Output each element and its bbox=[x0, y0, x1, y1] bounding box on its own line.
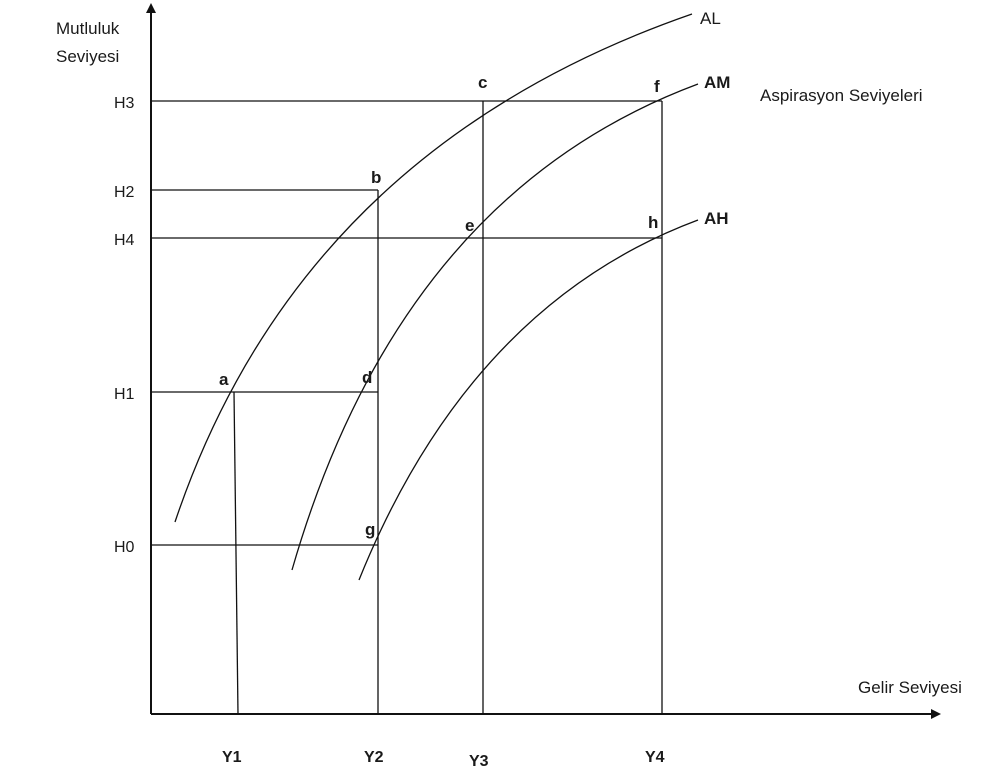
curve-label-ah: AH bbox=[704, 209, 729, 228]
x-tick-y3: Y3 bbox=[469, 753, 489, 770]
point-label-e: e bbox=[465, 216, 474, 235]
y-tick-h2: H2 bbox=[114, 184, 135, 201]
x-axis-title: Gelir Seviyesi bbox=[858, 678, 962, 697]
y-axis-title-line2: Seviyesi bbox=[56, 47, 119, 66]
point-label-c: c bbox=[478, 73, 487, 92]
point-label-f: f bbox=[654, 77, 660, 96]
point-label-h: h bbox=[648, 213, 658, 232]
x-tick-y1: Y1 bbox=[222, 749, 242, 766]
point-label-g: g bbox=[365, 520, 375, 539]
y-axis-title-line1: Mutluluk bbox=[56, 19, 120, 38]
x-tick-y2: Y2 bbox=[364, 749, 384, 766]
point-label-b: b bbox=[371, 168, 381, 187]
y-tick-h4: H4 bbox=[114, 232, 135, 249]
guide-y1 bbox=[233, 391, 239, 715]
curve-label-am: AM bbox=[704, 73, 730, 92]
y-tick-h1: H1 bbox=[114, 386, 135, 403]
point-label-a: a bbox=[219, 370, 229, 389]
curve-am bbox=[291, 83, 699, 571]
curve-ah bbox=[358, 219, 699, 581]
y-tick-h3: H3 bbox=[114, 95, 135, 112]
curve-al bbox=[174, 13, 693, 523]
x-tick-y4: Y4 bbox=[645, 749, 665, 766]
curve-label-al: AL bbox=[700, 9, 721, 28]
curves-group-label: Aspirasyon Seviyeleri bbox=[760, 86, 923, 105]
y-tick-h0: H0 bbox=[114, 539, 135, 556]
point-label-d: d bbox=[362, 368, 372, 387]
